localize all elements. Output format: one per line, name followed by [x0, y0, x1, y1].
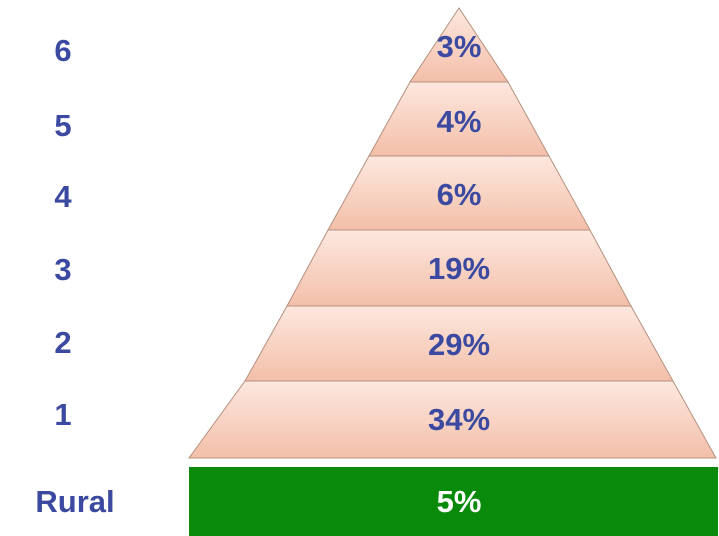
tier-5-level-label: 5 — [54, 108, 71, 143]
tier-6: 6 3% — [54, 7, 509, 83]
tier-4: 4 6% — [54, 155, 591, 231]
tier-2-percent-label: 29% — [428, 327, 490, 362]
rural-percent-label: 5% — [437, 484, 482, 519]
rural-base-bar — [189, 467, 718, 536]
tier-3-level-label: 3 — [54, 252, 71, 287]
tier-3: 3 19% — [54, 229, 632, 307]
tier-3-percent-label: 19% — [428, 251, 490, 286]
tier-1-shape — [188, 380, 717, 459]
tier-4-level-label: 4 — [54, 179, 72, 214]
tier-1: 1 34% — [54, 380, 717, 459]
rural-level-label: Rural — [35, 484, 114, 519]
rural-base: Rural 5% — [35, 467, 718, 536]
tier-4-percent-label: 6% — [437, 177, 482, 212]
tier-5-percent-label: 4% — [437, 104, 482, 139]
tier-2: 2 29% — [54, 305, 674, 382]
tier-6-level-label: 6 — [54, 33, 71, 68]
tier-2-level-label: 2 — [54, 325, 71, 360]
tier-1-level-label: 1 — [54, 397, 71, 432]
tier-1-percent-label: 34% — [428, 402, 490, 437]
tier-6-percent-label: 3% — [437, 29, 482, 64]
tier-5: 5 4% — [54, 81, 550, 157]
